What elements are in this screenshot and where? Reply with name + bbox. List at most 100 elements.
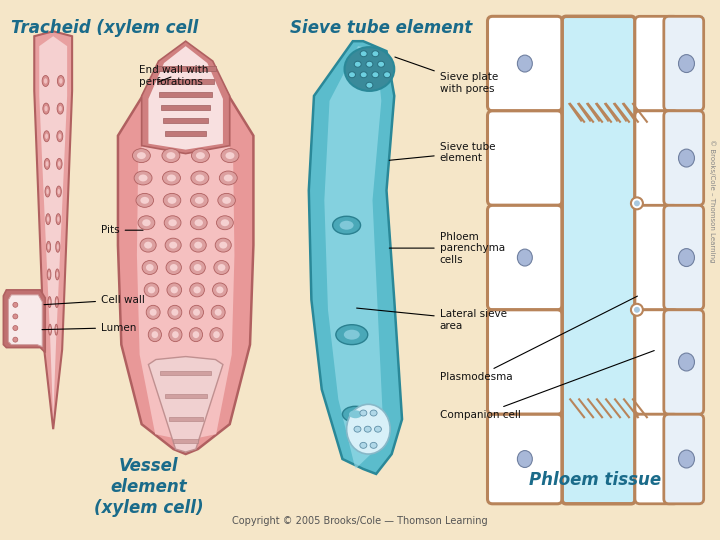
Ellipse shape bbox=[150, 309, 157, 316]
FancyBboxPatch shape bbox=[161, 105, 210, 110]
Ellipse shape bbox=[144, 283, 159, 297]
Ellipse shape bbox=[45, 133, 48, 139]
Ellipse shape bbox=[138, 216, 155, 229]
Ellipse shape bbox=[678, 55, 695, 72]
Polygon shape bbox=[137, 61, 235, 446]
FancyBboxPatch shape bbox=[487, 205, 562, 310]
Ellipse shape bbox=[13, 314, 18, 319]
Ellipse shape bbox=[195, 174, 204, 181]
Ellipse shape bbox=[55, 296, 58, 307]
Polygon shape bbox=[148, 356, 223, 452]
FancyBboxPatch shape bbox=[487, 310, 562, 414]
Ellipse shape bbox=[165, 238, 181, 252]
Ellipse shape bbox=[13, 326, 18, 330]
Polygon shape bbox=[4, 290, 45, 353]
Ellipse shape bbox=[168, 197, 176, 204]
FancyBboxPatch shape bbox=[161, 372, 211, 375]
Ellipse shape bbox=[370, 442, 377, 448]
Ellipse shape bbox=[213, 331, 220, 338]
FancyBboxPatch shape bbox=[664, 111, 703, 205]
Polygon shape bbox=[148, 46, 223, 150]
Ellipse shape bbox=[151, 331, 158, 338]
Ellipse shape bbox=[217, 264, 225, 271]
Ellipse shape bbox=[348, 72, 356, 78]
Ellipse shape bbox=[49, 299, 50, 305]
Ellipse shape bbox=[193, 309, 200, 316]
Ellipse shape bbox=[55, 327, 57, 333]
Polygon shape bbox=[9, 295, 42, 347]
Ellipse shape bbox=[49, 324, 51, 335]
Ellipse shape bbox=[190, 260, 205, 274]
Ellipse shape bbox=[372, 72, 379, 78]
Ellipse shape bbox=[220, 171, 238, 185]
FancyBboxPatch shape bbox=[664, 414, 703, 504]
Ellipse shape bbox=[148, 328, 161, 342]
Ellipse shape bbox=[215, 309, 222, 316]
FancyBboxPatch shape bbox=[487, 16, 562, 111]
Ellipse shape bbox=[360, 442, 367, 448]
FancyBboxPatch shape bbox=[635, 414, 679, 504]
Ellipse shape bbox=[349, 410, 362, 418]
FancyBboxPatch shape bbox=[159, 92, 212, 97]
Ellipse shape bbox=[44, 78, 48, 84]
FancyBboxPatch shape bbox=[156, 66, 216, 71]
Ellipse shape bbox=[346, 404, 390, 454]
Ellipse shape bbox=[59, 106, 62, 111]
Ellipse shape bbox=[518, 249, 532, 266]
FancyBboxPatch shape bbox=[173, 439, 198, 443]
Ellipse shape bbox=[138, 174, 148, 181]
Ellipse shape bbox=[345, 47, 395, 91]
Ellipse shape bbox=[146, 264, 153, 271]
Ellipse shape bbox=[634, 307, 640, 313]
Ellipse shape bbox=[631, 304, 643, 316]
Ellipse shape bbox=[374, 426, 382, 432]
Ellipse shape bbox=[190, 238, 206, 252]
Ellipse shape bbox=[48, 244, 50, 249]
FancyBboxPatch shape bbox=[664, 205, 703, 310]
Ellipse shape bbox=[631, 198, 643, 210]
Ellipse shape bbox=[58, 161, 60, 167]
Ellipse shape bbox=[634, 200, 640, 206]
Polygon shape bbox=[118, 46, 253, 454]
Ellipse shape bbox=[212, 283, 228, 297]
Ellipse shape bbox=[140, 238, 156, 252]
Text: Companion cell: Companion cell bbox=[440, 350, 654, 420]
FancyBboxPatch shape bbox=[635, 111, 679, 205]
Ellipse shape bbox=[164, 216, 181, 229]
Ellipse shape bbox=[166, 152, 176, 159]
Text: Phloem
parenchyma
cells: Phloem parenchyma cells bbox=[390, 232, 505, 265]
Text: Sieve tube element: Sieve tube element bbox=[290, 19, 472, 37]
Ellipse shape bbox=[48, 269, 51, 280]
Ellipse shape bbox=[58, 189, 60, 194]
Ellipse shape bbox=[48, 272, 50, 277]
FancyBboxPatch shape bbox=[168, 416, 202, 421]
Ellipse shape bbox=[56, 186, 61, 197]
Text: Phloem tissue: Phloem tissue bbox=[529, 471, 661, 489]
Ellipse shape bbox=[47, 217, 49, 222]
Ellipse shape bbox=[58, 76, 64, 86]
Ellipse shape bbox=[166, 260, 181, 274]
Ellipse shape bbox=[13, 302, 18, 307]
Ellipse shape bbox=[168, 328, 182, 342]
Ellipse shape bbox=[57, 158, 62, 170]
Text: Cell wall: Cell wall bbox=[44, 295, 145, 305]
Ellipse shape bbox=[146, 305, 160, 319]
Ellipse shape bbox=[366, 82, 373, 88]
Ellipse shape bbox=[193, 331, 199, 338]
Ellipse shape bbox=[144, 241, 152, 248]
Ellipse shape bbox=[370, 410, 377, 416]
Ellipse shape bbox=[191, 193, 208, 207]
Ellipse shape bbox=[333, 217, 361, 234]
Ellipse shape bbox=[57, 244, 59, 249]
Polygon shape bbox=[142, 41, 230, 153]
Ellipse shape bbox=[215, 238, 231, 252]
Ellipse shape bbox=[191, 171, 209, 185]
Ellipse shape bbox=[384, 72, 390, 78]
Ellipse shape bbox=[360, 51, 367, 57]
Ellipse shape bbox=[56, 272, 58, 277]
Ellipse shape bbox=[167, 174, 176, 181]
Ellipse shape bbox=[134, 171, 152, 185]
Ellipse shape bbox=[217, 216, 233, 229]
Ellipse shape bbox=[221, 148, 239, 163]
Ellipse shape bbox=[344, 330, 360, 340]
